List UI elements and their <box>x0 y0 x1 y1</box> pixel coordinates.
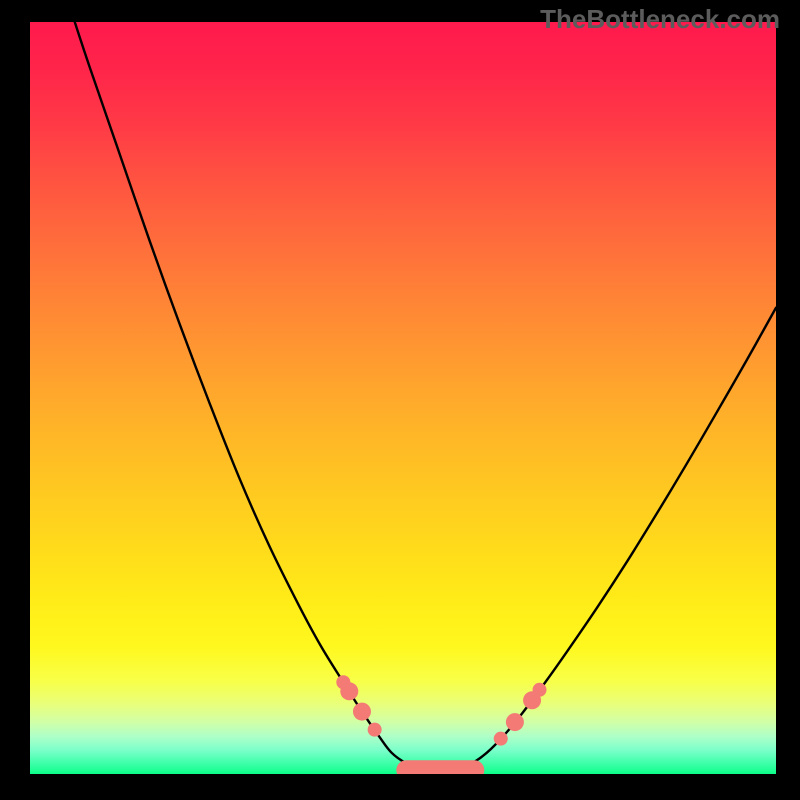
chart-stage: TheBottleneck.com <box>0 0 800 800</box>
data-marker <box>368 723 382 737</box>
gradient-background <box>30 22 776 774</box>
data-marker <box>506 713 524 731</box>
data-marker <box>340 682 358 700</box>
data-marker-pill <box>396 760 484 774</box>
bottleneck-chart <box>30 22 776 774</box>
data-marker <box>494 732 508 746</box>
watermark-text: TheBottleneck.com <box>540 4 780 35</box>
data-marker <box>353 703 371 721</box>
data-marker <box>533 683 547 697</box>
